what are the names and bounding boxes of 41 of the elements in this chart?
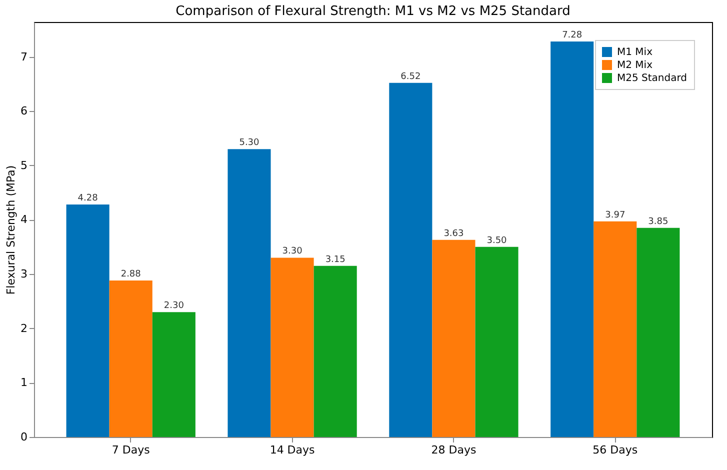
bar <box>66 204 110 437</box>
data-label: 3.97 <box>605 210 626 220</box>
legend-label: M1 Mix <box>617 47 653 58</box>
x-tick-label: 28 Days <box>431 444 476 456</box>
y-tick-label: 3 <box>20 268 28 281</box>
legend-label: M25 Standard <box>617 73 688 84</box>
bar <box>550 42 594 437</box>
x-tick-label: 56 Days <box>592 444 638 456</box>
y-tick-label: 2 <box>20 322 28 335</box>
y-tick-label: 4 <box>20 213 28 226</box>
bar <box>432 240 476 437</box>
data-label: 3.85 <box>648 216 668 227</box>
data-label: 3.15 <box>325 254 346 265</box>
bar <box>152 312 196 437</box>
y-tick-label: 0 <box>20 430 28 444</box>
y-tick-label: 7 <box>20 50 28 64</box>
bar <box>109 280 152 437</box>
bar <box>389 82 432 437</box>
y-tick-label: 6 <box>20 104 28 118</box>
bar <box>228 149 271 437</box>
data-label: 3.63 <box>444 228 464 239</box>
data-label: 3.50 <box>486 236 508 246</box>
x-tick-label: 7 Days <box>112 444 150 456</box>
data-label: 2.88 <box>120 270 142 280</box>
data-label: 4.28 <box>78 194 98 204</box>
bar <box>636 228 680 437</box>
bar <box>594 221 637 437</box>
x-tick-label: 14 Days <box>270 444 316 456</box>
data-label: 6.52 <box>400 72 421 82</box>
data-label: 7.28 <box>562 30 582 41</box>
data-label: 2.30 <box>164 301 184 312</box>
chart-title: Comparison of Flexural Strength: M1 vs M2 vs M25 Standard <box>176 4 570 19</box>
bar <box>475 246 518 437</box>
legend-label: M2 Mix <box>617 60 653 71</box>
y-axis-title: Flexural Strength (MPa) <box>4 165 18 295</box>
data-label: 5.30 <box>239 138 260 148</box>
bar <box>270 258 314 437</box>
data-label: 3.30 <box>282 246 303 257</box>
y-tick-label: 1 <box>20 376 28 390</box>
y-tick-label: 5 <box>20 158 28 172</box>
bar <box>314 266 357 437</box>
